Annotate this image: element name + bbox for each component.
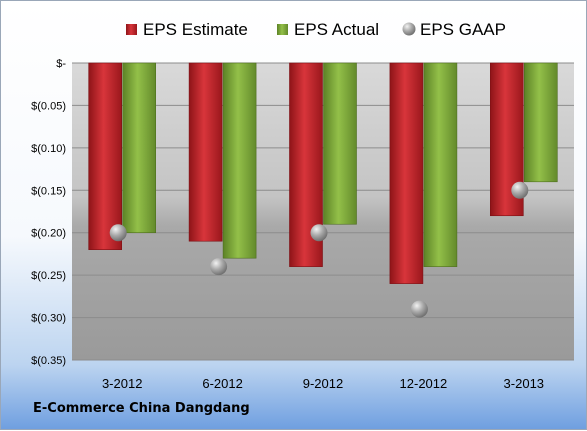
legend-item-eps-estimate-label: EPS Estimate <box>143 20 248 39</box>
bar-eps-estimate <box>88 62 122 250</box>
legend-item-eps-estimate-swatch <box>126 24 137 35</box>
y-tick-label: $- <box>56 58 66 70</box>
marker-eps-gaap <box>310 224 328 242</box>
y-tick-label: $(0.20) <box>31 228 66 240</box>
legend-item-eps-gaap-label: EPS GAAP <box>420 20 506 39</box>
bar-eps-actual <box>523 62 558 183</box>
bar-eps-actual <box>423 62 458 267</box>
marker-eps-gaap <box>511 181 529 199</box>
y-tick-label: $(0.10) <box>31 143 66 155</box>
legend-item-eps-actual-swatch <box>277 24 288 35</box>
marker-eps-gaap <box>109 224 127 242</box>
x-tick-label: 9-2012 <box>303 376 343 391</box>
bar-eps-actual <box>323 62 357 225</box>
bar-eps-actual <box>222 62 257 259</box>
y-tick-label: $(0.30) <box>31 313 66 325</box>
bar-eps-estimate <box>389 62 424 284</box>
x-tick-label: 3-2013 <box>504 376 544 391</box>
x-tick-label: 3-2012 <box>102 376 142 391</box>
legend-item-eps-actual-label: EPS Actual <box>294 20 379 39</box>
y-tick-label: $(0.35) <box>31 355 66 367</box>
y-tick-label: $(0.15) <box>31 185 66 197</box>
company-name: E-Commerce China Dangdang <box>33 401 250 416</box>
x-tick-label: 6-2012 <box>202 376 242 391</box>
bar-eps-actual <box>122 62 156 234</box>
marker-eps-gaap <box>210 258 228 276</box>
x-tick-label: 12-2012 <box>400 376 448 391</box>
legend-item-eps-gaap-swatch <box>402 22 416 36</box>
bar-eps-estimate <box>188 62 223 242</box>
y-tick-label: $(0.25) <box>31 270 66 282</box>
marker-eps-gaap <box>410 300 428 318</box>
y-tick-label: $(0.05) <box>31 100 66 112</box>
